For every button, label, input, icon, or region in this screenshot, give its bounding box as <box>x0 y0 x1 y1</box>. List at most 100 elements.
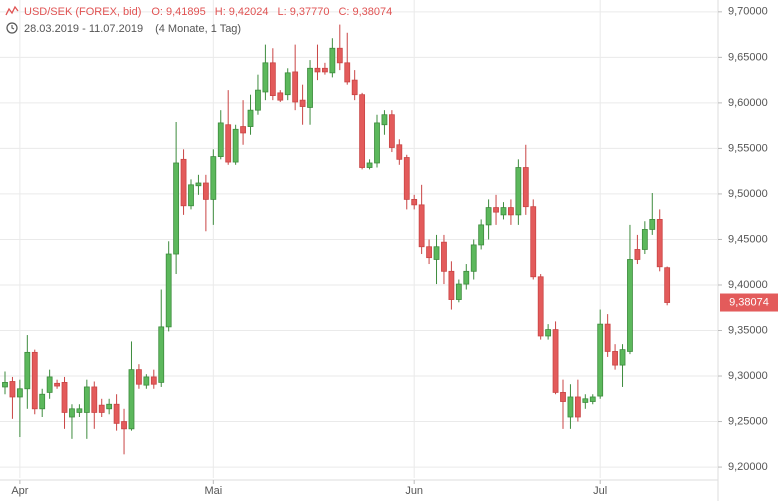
candle-body <box>470 244 477 272</box>
candle <box>403 154 410 210</box>
candle-body <box>455 283 462 300</box>
candle <box>537 274 544 340</box>
candle <box>269 48 276 101</box>
candle-body <box>98 404 105 413</box>
candle <box>91 381 98 429</box>
candle-body <box>113 403 120 424</box>
candle-body <box>530 206 537 278</box>
candle <box>150 369 157 389</box>
candle <box>158 289 165 387</box>
candle <box>411 194 418 210</box>
candle-body <box>359 94 366 168</box>
candle-body <box>522 167 529 208</box>
candle <box>522 144 529 215</box>
candle <box>567 384 574 429</box>
y-tick-label: 9,40000 <box>728 279 768 291</box>
candle-body <box>165 253 172 328</box>
candle-body <box>418 204 425 248</box>
candle-body <box>299 99 306 107</box>
candle-body <box>2 381 8 388</box>
last-price-label: 9,38074 <box>729 296 769 308</box>
candle <box>128 341 135 431</box>
candle <box>262 44 269 101</box>
candle-body <box>9 381 16 398</box>
y-tick-label: 9,65000 <box>728 51 768 63</box>
ohlc-value: 9,41895 <box>166 6 206 18</box>
candle <box>396 139 403 165</box>
candle <box>441 234 447 285</box>
candle <box>173 122 180 275</box>
candle-body <box>545 329 552 337</box>
candle <box>54 379 60 389</box>
candle-body <box>552 329 559 393</box>
candle-body <box>463 270 470 285</box>
candle <box>463 264 470 290</box>
candle <box>381 110 388 135</box>
y-tick-label: 9,60000 <box>728 97 768 109</box>
candle <box>470 239 477 280</box>
ohlc-value: 9,37770 <box>290 6 330 18</box>
ohlc-label: C: <box>338 6 349 18</box>
candle-body <box>582 398 589 403</box>
candle <box>560 379 566 429</box>
grid <box>0 0 722 501</box>
candle-body <box>597 323 604 397</box>
candle <box>217 110 224 160</box>
candle <box>121 408 127 455</box>
candle <box>374 114 380 168</box>
candle-body <box>61 381 68 413</box>
candle <box>336 24 343 71</box>
candle-body <box>366 162 373 168</box>
candle-body <box>388 114 395 148</box>
candle <box>39 388 46 417</box>
candle-body <box>336 47 343 64</box>
candle <box>136 364 142 389</box>
candle <box>433 234 440 285</box>
candle-body <box>83 386 90 413</box>
candle-body <box>656 219 663 268</box>
candle-body <box>225 124 232 163</box>
candle-body <box>500 207 507 216</box>
candle <box>61 376 68 429</box>
candle-body <box>485 207 492 226</box>
candle-body <box>641 229 648 250</box>
candle-body <box>307 67 313 108</box>
candle <box>426 239 432 265</box>
candle-body <box>508 207 514 216</box>
candle <box>255 74 261 115</box>
candle-body <box>202 182 209 200</box>
candle <box>16 379 23 438</box>
candle-body <box>217 122 224 158</box>
candle <box>314 44 321 81</box>
candle-body <box>121 421 127 430</box>
chart-icon <box>5 5 19 16</box>
y-tick-label: 9,70000 <box>728 6 768 18</box>
candle-body <box>567 396 574 418</box>
candle <box>210 149 217 225</box>
clock-hand <box>11 25 15 30</box>
candle-body <box>240 126 246 134</box>
candle <box>165 241 172 332</box>
candle-body <box>574 396 581 418</box>
candle-body <box>180 158 187 207</box>
candle <box>641 221 648 255</box>
candle-body <box>619 349 626 366</box>
candle-body <box>426 246 432 259</box>
candle <box>366 159 373 170</box>
candle-body <box>634 249 641 260</box>
candle <box>627 224 633 355</box>
candle-body <box>515 167 522 216</box>
ohlc-value: 9,38074 <box>352 6 392 18</box>
candle-body <box>262 62 269 93</box>
candle-body <box>136 369 142 385</box>
y-tick-label: 9,35000 <box>728 324 768 336</box>
candle-body <box>448 270 455 300</box>
candle <box>664 266 671 306</box>
candle <box>76 404 83 417</box>
clock-icon <box>6 22 18 34</box>
candle <box>322 62 328 75</box>
candle <box>247 94 254 135</box>
candle-body <box>292 71 299 103</box>
candle <box>113 394 120 431</box>
candle <box>31 349 38 415</box>
